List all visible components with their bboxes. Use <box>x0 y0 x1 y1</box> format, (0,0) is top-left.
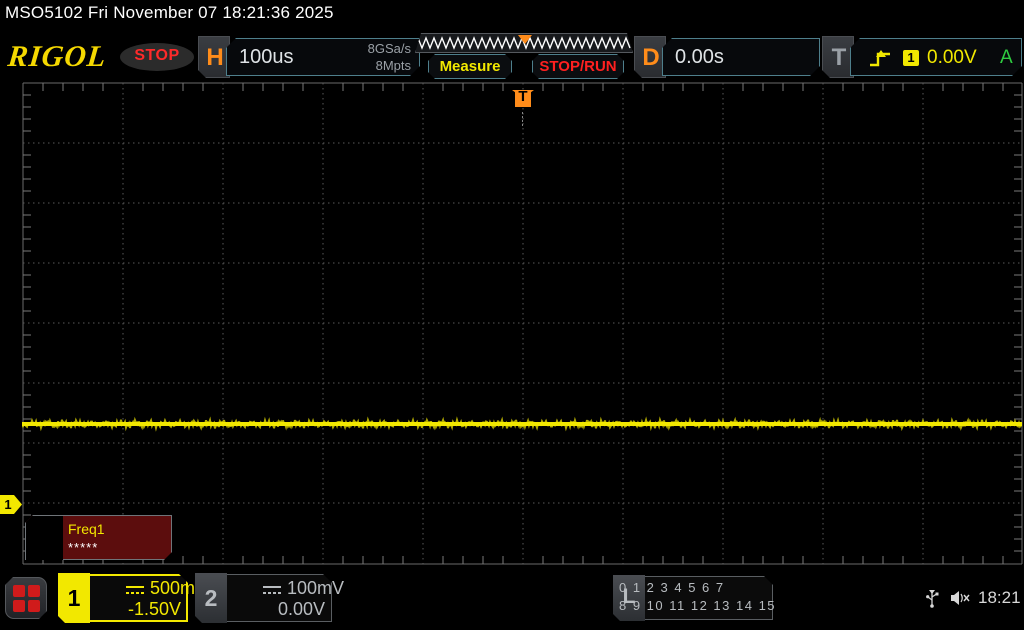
status-clock: 18:21 <box>978 588 1021 607</box>
trigger-panel[interactable]: T <box>822 36 1022 78</box>
logic-channels-row-2: 8 9 10 11 12 13 14 15 <box>619 598 777 613</box>
channel-1-body <box>88 574 188 622</box>
measurement-label: Freq1 <box>68 521 105 537</box>
sound-muted-icon <box>950 590 970 606</box>
channel-1-button[interactable]: 1 500mV -1.50V <box>58 573 207 623</box>
measure-button-label: Measure <box>439 58 501 75</box>
channel-2-offset: 0.00V <box>277 599 325 619</box>
menu-grid-icon <box>13 585 25 597</box>
ch1-ground-marker-label: 1 <box>4 497 12 512</box>
channel-2-scale: 100mV <box>287 578 345 598</box>
rigol-logo: RIGOL <box>6 40 109 73</box>
channel-1-scale: 500mV <box>150 578 208 598</box>
preview-trigger-marker-icon <box>518 35 532 44</box>
channel-1-number: 1 <box>67 585 81 611</box>
trigger-sweep-mode: A <box>1000 47 1013 68</box>
run-status-label: STOP <box>134 47 180 64</box>
channel-1-tag: 1 <box>58 573 90 623</box>
trigger-position-marker[interactable]: T <box>512 88 534 112</box>
waveform-display-area[interactable] <box>0 82 1024 565</box>
channel-2-dc-coupling-icon <box>263 585 281 597</box>
horizontal-value-box[interactable]: 100us 8GSa/s 8Mpts <box>226 38 420 76</box>
horizontal-letter: H <box>206 44 224 71</box>
memory-depth: 8Mpts <box>375 58 411 73</box>
delay-value-box[interactable]: 0.00s <box>662 38 820 76</box>
ch1-ground-marker-tag <box>0 495 22 514</box>
trigger-letter: T <box>831 44 847 71</box>
model-and-datetime: MSO5102 Fri November 07 18:21:36 2025 <box>5 3 334 22</box>
channel-2-tag: 2 <box>195 573 227 623</box>
measurement-box-notch <box>26 516 63 561</box>
measurement-box[interactable] <box>25 515 172 560</box>
menu-grid-icon-2 <box>28 585 40 597</box>
trigger-marker-body <box>515 90 531 107</box>
channel-2-button[interactable]: 2 100mV 0.00V <box>195 573 344 623</box>
trigger-marker-label: T <box>518 88 528 105</box>
measurement-value: ***** <box>68 540 99 555</box>
delay-panel[interactable]: D 0.00s <box>634 36 820 78</box>
trigger-marker-stem <box>522 112 523 126</box>
stop-run-button[interactable]: STOP/RUN <box>532 54 624 79</box>
stop-run-button-label: STOP/RUN <box>539 58 617 75</box>
trigger-source-badge: 1 <box>903 50 919 66</box>
sample-info: 8GSa/s 8Mpts <box>368 40 411 74</box>
usb-icon <box>925 588 939 608</box>
channel-1-offset: -1.50V <box>127 599 181 619</box>
delay-value: 0.00s <box>675 46 724 68</box>
rising-edge-icon <box>868 48 894 68</box>
logic-channels-row-1: 0 1 2 3 4 5 6 7 <box>619 580 725 595</box>
trigger-level-value: 0.00V <box>927 47 977 68</box>
trigger-tab: T <box>822 36 854 78</box>
logic-channels-button[interactable]: L 0 1 2 3 4 5 6 7 8 9 10 11 12 13 14 15 <box>613 575 777 621</box>
horizontal-tab: H <box>198 36 230 78</box>
title-bar: MSO5102 Fri November 07 18:21:36 2025 <box>0 0 1024 30</box>
channel-2-body <box>225 574 332 622</box>
timebase-value: 100us <box>239 46 294 68</box>
horizontal-timebase-panel[interactable]: H 100us 8GSa/s 8Mpts <box>198 36 420 78</box>
logic-letter: L <box>622 585 636 608</box>
ch1-waveform-trace <box>22 416 1022 432</box>
measure-button[interactable]: Measure <box>428 54 512 79</box>
menu-grid-icon-3 <box>13 600 25 612</box>
channel-1-dc-coupling-icon <box>126 585 144 597</box>
logic-body <box>643 576 773 620</box>
logic-tag: L <box>613 575 645 621</box>
run-status-indicator[interactable]: STOP <box>120 43 194 71</box>
main-menu-button[interactable] <box>5 577 47 619</box>
ch1-ground-marker[interactable]: 1 <box>0 495 22 514</box>
menu-grid-icon-4 <box>28 600 40 612</box>
sample-rate: 8GSa/s <box>367 41 411 56</box>
delay-letter: D <box>642 44 660 71</box>
delay-tab: D <box>634 36 666 78</box>
channel-2-number: 2 <box>204 585 218 611</box>
trigger-source-label: 1 <box>907 50 915 65</box>
